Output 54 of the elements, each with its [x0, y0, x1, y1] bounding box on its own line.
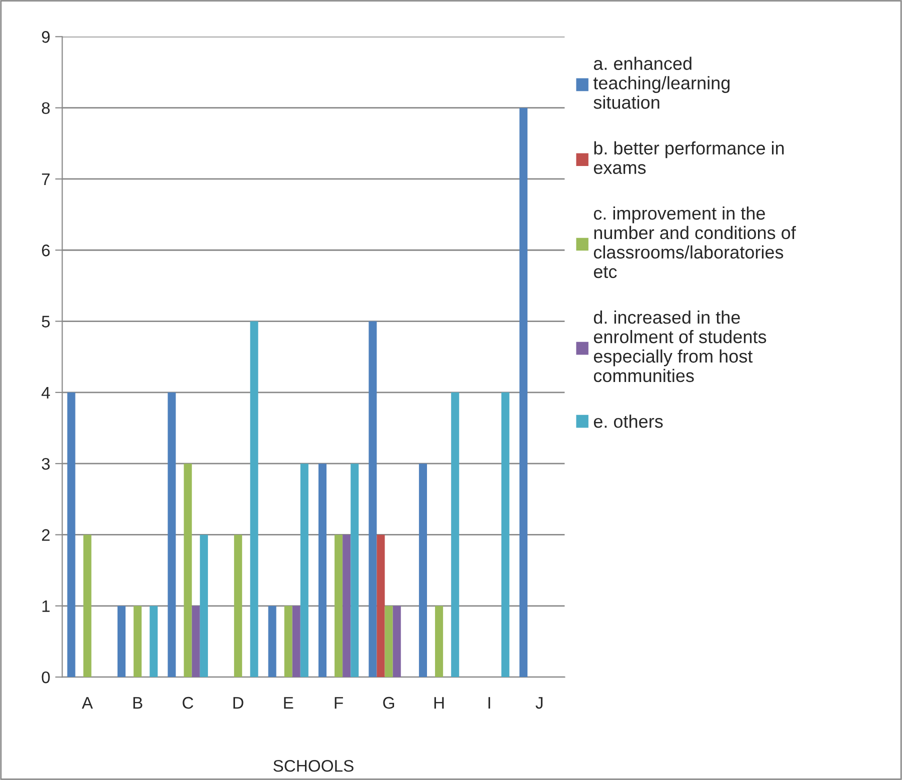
bar — [268, 606, 276, 678]
bar — [342, 534, 351, 678]
x-tick-label: B — [133, 697, 142, 709]
bar — [292, 606, 300, 678]
x-tick-label: G — [383, 696, 394, 709]
y-tick-label: 8 — [42, 102, 50, 114]
bar — [451, 392, 460, 678]
bar — [250, 321, 258, 678]
bar — [192, 606, 200, 678]
x-tick-label: D — [233, 697, 244, 709]
x-tick-label: E — [284, 697, 294, 709]
bar — [376, 534, 385, 678]
bar — [150, 606, 158, 678]
x-tick-label: I — [488, 697, 490, 709]
bar — [118, 606, 126, 678]
bar — [284, 606, 292, 678]
bar — [384, 606, 393, 678]
bar — [83, 534, 92, 678]
legend-label: a. enhanced teaching/learning situation — [593, 56, 730, 109]
bar — [519, 108, 528, 678]
x-tick-label: C — [182, 696, 194, 709]
legend-label: b. better performance in exams — [594, 141, 784, 174]
bar — [67, 392, 76, 678]
y-tick-label: 7 — [42, 174, 50, 186]
x-tick-label: H — [434, 697, 444, 709]
bar — [368, 321, 377, 678]
x-tick-label: J — [536, 697, 542, 709]
y-tick-label: 2 — [42, 529, 50, 541]
bar — [334, 534, 343, 678]
bar — [200, 534, 208, 678]
y-tick-label: 1 — [42, 600, 50, 612]
bar — [435, 606, 444, 678]
y-tick-label: 9 — [42, 31, 50, 43]
legend-label: c. improvement in the number and conditions of classrooms/laboratories etc — [594, 206, 796, 278]
bar — [318, 464, 327, 678]
bar — [168, 392, 176, 678]
bar — [184, 464, 192, 678]
bar — [392, 606, 401, 678]
bar — [350, 464, 359, 678]
bar — [134, 606, 142, 678]
legend-label: e. others — [594, 414, 663, 428]
x-tick-label: F — [334, 697, 343, 709]
legend-label: d. increased in the enrolment of students especially from host communities — [594, 310, 766, 382]
bar — [234, 534, 242, 678]
bar — [501, 392, 510, 678]
y-tick-label: 3 — [42, 458, 50, 470]
x-axis-title: SCHOOLS — [273, 760, 354, 772]
y-tick-label: 0 — [42, 671, 50, 684]
bar — [300, 464, 308, 678]
y-tick-label: 4 — [42, 387, 50, 398]
y-tick-label: 6 — [42, 244, 50, 256]
bar — [418, 464, 427, 678]
x-tick-label: A — [82, 697, 93, 709]
y-tick-label: 5 — [42, 316, 50, 328]
